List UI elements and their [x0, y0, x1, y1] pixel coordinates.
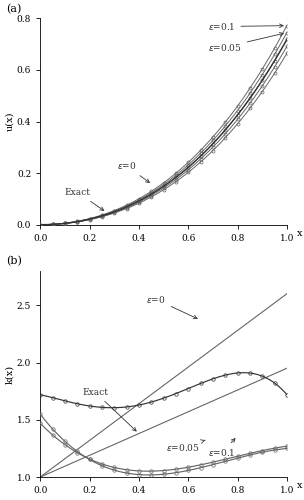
X-axis label: x: x	[296, 229, 302, 238]
Text: Exact: Exact	[65, 188, 104, 210]
Text: $\varepsilon$=0.05: $\varepsilon$=0.05	[166, 440, 205, 453]
Y-axis label: k(x): k(x)	[5, 364, 14, 384]
Text: (a): (a)	[6, 4, 21, 14]
Text: $\varepsilon$=0.1: $\varepsilon$=0.1	[208, 21, 283, 32]
Text: Exact: Exact	[82, 388, 136, 431]
Text: $\varepsilon$=0: $\varepsilon$=0	[146, 294, 197, 318]
Text: $\varepsilon$=0.1: $\varepsilon$=0.1	[208, 438, 235, 458]
Text: $\varepsilon$=0.05: $\varepsilon$=0.05	[208, 32, 283, 52]
Text: (b): (b)	[6, 256, 22, 266]
Y-axis label: u(x): u(x)	[5, 112, 14, 132]
Text: $\varepsilon$=0: $\varepsilon$=0	[117, 160, 150, 182]
X-axis label: x: x	[296, 481, 302, 490]
